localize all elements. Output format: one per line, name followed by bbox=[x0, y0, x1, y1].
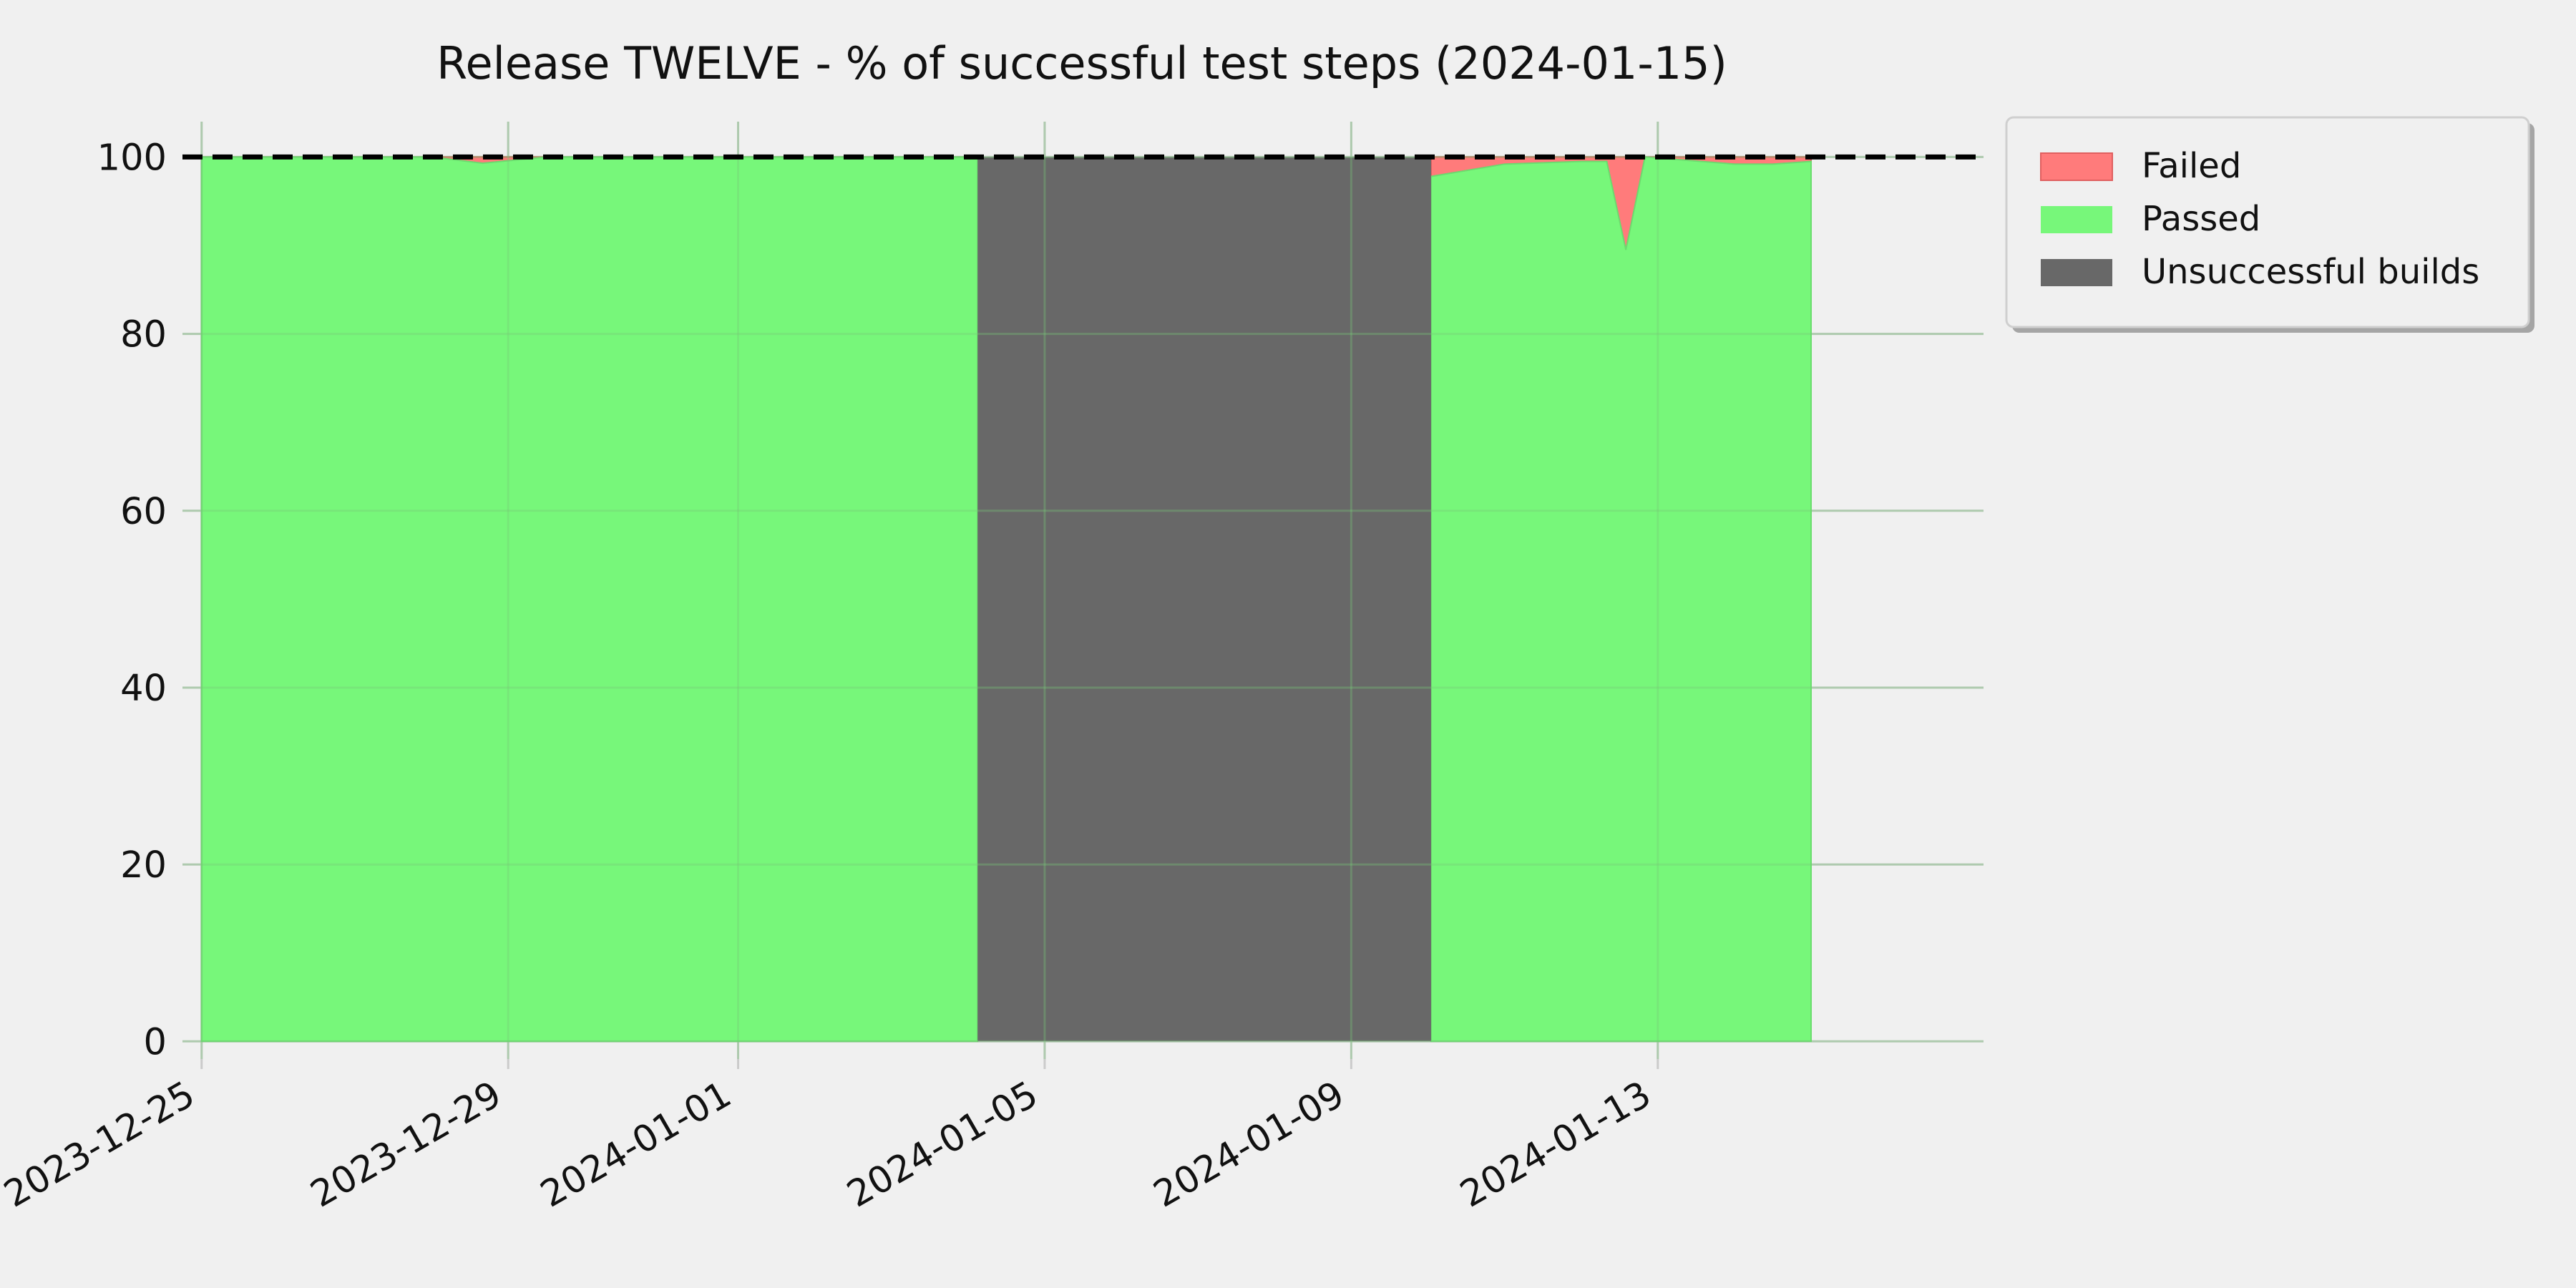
legend: Failed Passed Unsuccessful builds bbox=[2005, 116, 2534, 333]
legend-label-failed: Failed bbox=[2142, 146, 2241, 186]
chart-title: Release TWELVE - % of successful test st… bbox=[436, 37, 1727, 89]
series-areas bbox=[200, 156, 1813, 1043]
y-tick-label-80: 80 bbox=[120, 314, 167, 356]
passed-area-2 bbox=[1430, 156, 1813, 1043]
legend-swatch-passed bbox=[2041, 206, 2112, 233]
y-tick-label-40: 40 bbox=[120, 668, 167, 710]
legend-label-passed: Passed bbox=[2142, 199, 2260, 239]
y-tick-labels: 0 20 40 60 80 100 bbox=[97, 137, 167, 1063]
legend-label-unsuccessful-builds: Unsuccessful builds bbox=[2142, 252, 2479, 292]
y-tick-label-0: 0 bbox=[144, 1021, 167, 1063]
y-tick-label-60: 60 bbox=[120, 491, 167, 533]
legend-frame bbox=[2005, 116, 2530, 328]
y-tick-label-20: 20 bbox=[120, 844, 167, 887]
overlay-grid bbox=[182, 122, 1984, 1059]
legend-swatch-unsuccessful-builds bbox=[2041, 259, 2112, 286]
unsuccessful-builds-area bbox=[977, 157, 1431, 1042]
passed-area-1 bbox=[200, 156, 979, 1043]
legend-swatch-failed bbox=[2040, 152, 2113, 181]
y-tick-label-100: 100 bbox=[97, 137, 167, 179]
